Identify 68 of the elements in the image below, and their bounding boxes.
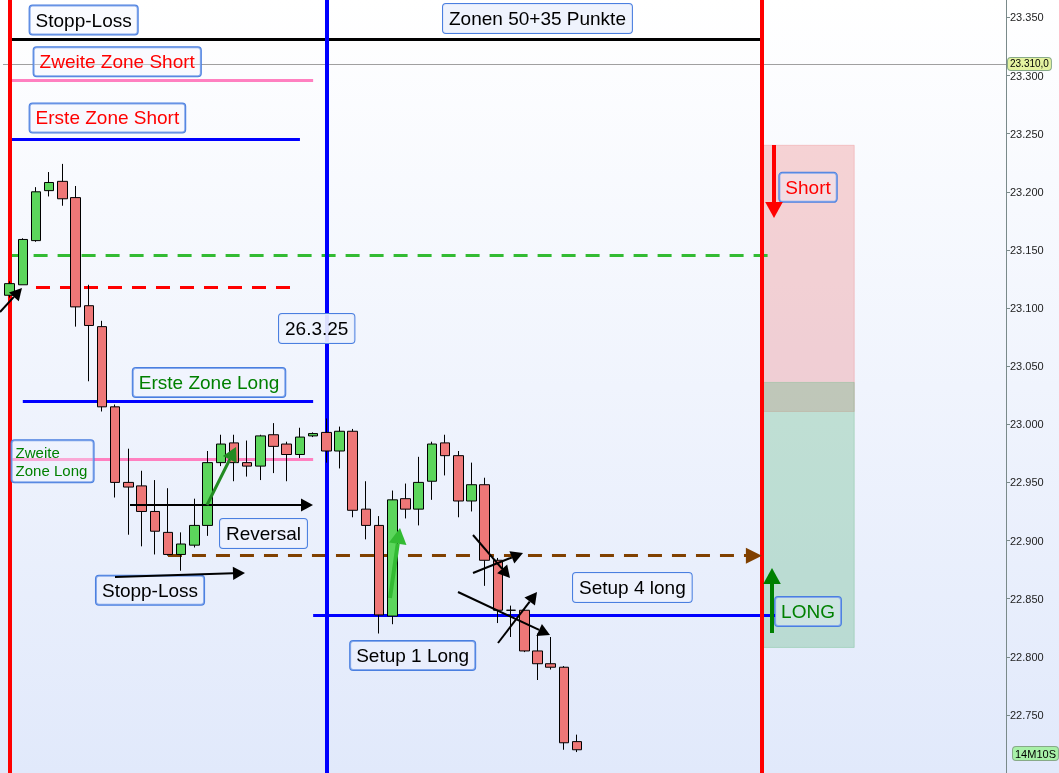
candlestick: [506, 605, 516, 638]
text: 14M10S: [1015, 747, 1056, 760]
band-label: Short: [785, 176, 832, 198]
y-tick-label: 23.300: [1010, 69, 1044, 82]
candlestick: [255, 434, 266, 481]
y-tick-label: 23.200: [1010, 185, 1044, 198]
candlestick: [202, 450, 213, 537]
candlestick: [84, 284, 94, 382]
ref-line-label: Zweite Zone Short: [39, 51, 196, 73]
ref-line-label: Setup 1 Long: [356, 644, 470, 666]
candlestick: [334, 426, 345, 469]
candlestick: [361, 480, 371, 540]
candlestick: [347, 428, 358, 518]
y-tick-label: 23.250: [1010, 127, 1044, 140]
candlestick: [321, 417, 332, 464]
candlestick: [70, 185, 81, 328]
y-tick-label: 23.100: [1010, 302, 1044, 315]
candlestick: [189, 498, 200, 548]
y-tick-label: 22.800: [1010, 650, 1044, 663]
candlestick: [427, 441, 437, 501]
y-tick-label: 22.900: [1010, 534, 1044, 547]
y-tick-label: 23.150: [1010, 243, 1044, 256]
candlestick: [519, 608, 530, 653]
y-tick-label: 22.850: [1010, 592, 1044, 605]
candlestick: [374, 515, 384, 635]
candlestick: [295, 427, 305, 459]
candlestick: [176, 531, 186, 572]
candlestick: [216, 434, 226, 467]
band-label: LONG: [781, 600, 835, 622]
candlestick: [242, 440, 252, 478]
candlestick: [136, 470, 147, 547]
ref-line-label: Zweite Zone Long: [15, 443, 88, 479]
candlestick: [281, 441, 292, 482]
candlestick: [97, 320, 107, 412]
candlestick: [532, 633, 543, 681]
candlestick: [572, 734, 582, 753]
candlestick: [57, 163, 68, 207]
y-tick-label: 23.350: [1010, 11, 1044, 24]
annotation: Reversal: [226, 523, 301, 544]
ref-line-label: Stopp-Loss: [101, 579, 199, 601]
candlestick: [110, 404, 120, 499]
candlestick: [123, 448, 134, 536]
y-tick-label: 22.950: [1010, 476, 1044, 489]
candlestick: [440, 434, 450, 476]
candlestick: [150, 479, 160, 555]
annotation: 26.3.25: [285, 318, 349, 339]
ref-line-label: Stopp-Loss: [35, 9, 132, 31]
candlestick: [308, 431, 318, 438]
annotation: Setup 4 long: [579, 577, 686, 598]
candlestick: [453, 450, 464, 518]
candlestick: [400, 483, 411, 519]
y-tick-label: 22.750: [1010, 708, 1044, 721]
candlestick: [268, 422, 279, 474]
candlestick: [545, 636, 556, 671]
ref-line-label: Erste Zone Long: [138, 372, 280, 394]
candlestick: [413, 456, 424, 526]
y-tick-label: 23.050: [1010, 360, 1044, 373]
candlestick: [466, 462, 477, 512]
candlestick: [44, 171, 54, 197]
candlestick: [163, 487, 173, 557]
ref-line-label: 23.310,0: [1010, 58, 1050, 70]
y-tick-label: 23.000: [1010, 418, 1044, 431]
candlestick: [559, 665, 569, 751]
candlestick: [479, 477, 490, 587]
candlestick: [18, 237, 28, 286]
candlestick: [31, 186, 41, 243]
ref-line-label: Erste Zone Short: [35, 107, 180, 129]
chart-title: Zonen 50+35 Punkte: [449, 8, 626, 29]
